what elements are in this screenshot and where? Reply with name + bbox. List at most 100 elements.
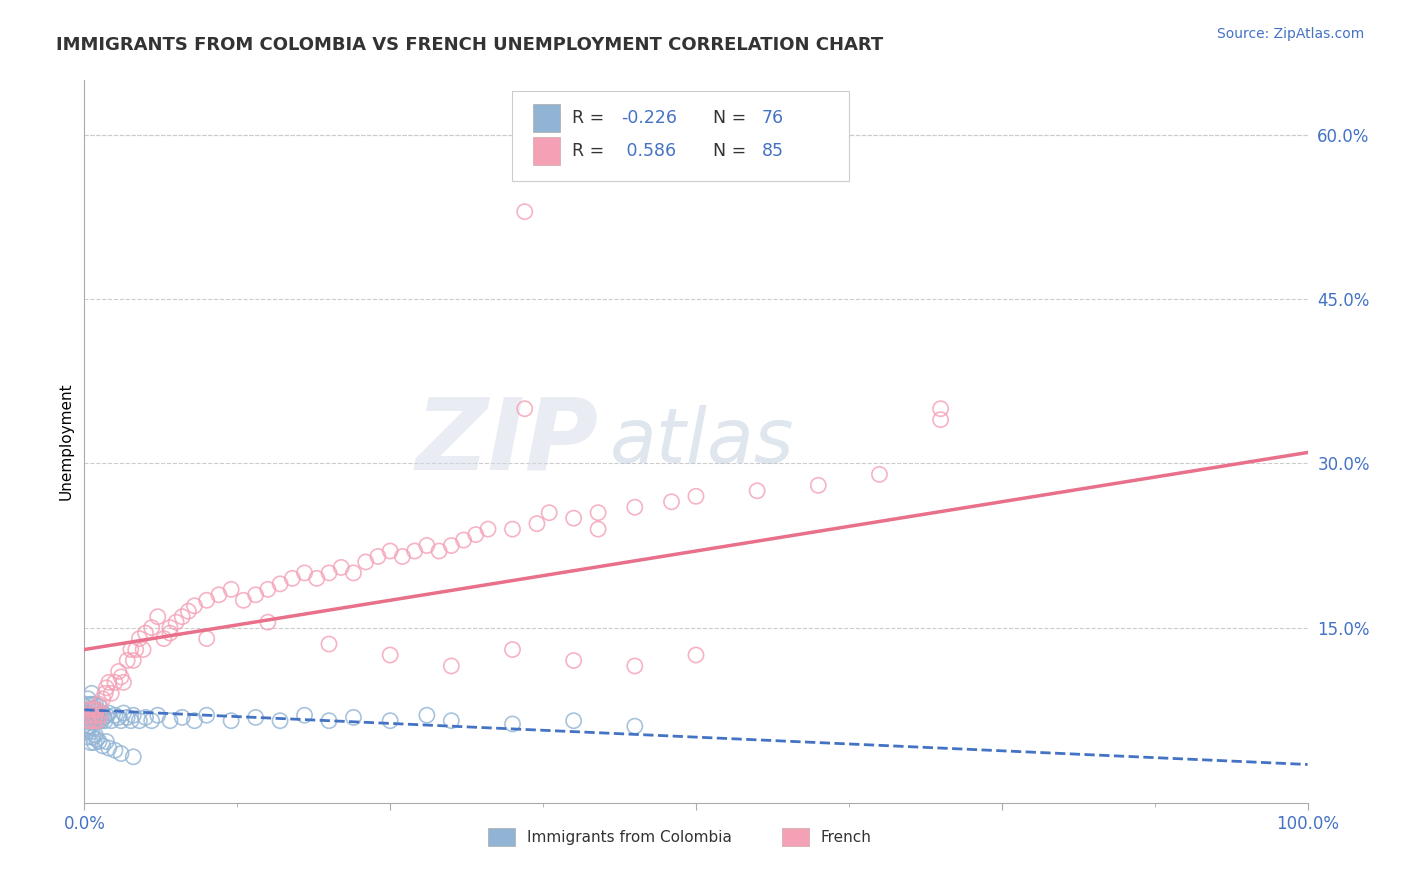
Point: [89, 708, 111, 723]
Point: [177, 604, 200, 618]
Point: [416, 539, 439, 553]
Point: [354, 555, 377, 569]
Point: [624, 659, 647, 673]
Point: [141, 621, 163, 635]
Point: [110, 747, 132, 761]
Point: [562, 511, 585, 525]
Point: [153, 632, 176, 646]
Point: [82, 730, 104, 744]
Point: [100, 686, 122, 700]
Point: [294, 708, 316, 723]
Text: Immigrants from Colombia: Immigrants from Colombia: [527, 830, 733, 845]
Point: [404, 544, 426, 558]
Point: [112, 706, 135, 720]
Point: [869, 467, 891, 482]
Point: [208, 588, 231, 602]
Point: [318, 566, 340, 580]
Point: [305, 571, 328, 585]
Point: [80, 703, 103, 717]
Point: [342, 566, 364, 580]
Point: [97, 706, 120, 720]
Point: [624, 719, 647, 733]
Point: [77, 706, 100, 720]
Point: [232, 593, 254, 607]
Point: [77, 719, 100, 733]
Point: [245, 588, 267, 602]
Point: [257, 615, 280, 630]
Point: [929, 401, 952, 416]
Point: [82, 698, 104, 712]
Point: [685, 648, 707, 662]
Point: [294, 566, 316, 580]
Y-axis label: Unemployment: Unemployment: [58, 383, 73, 500]
Point: [94, 686, 117, 700]
Point: [80, 708, 103, 723]
Point: [91, 691, 114, 706]
Point: [83, 735, 105, 749]
Point: [115, 653, 138, 667]
Text: Source: ZipAtlas.com: Source: ZipAtlas.com: [1216, 27, 1364, 41]
Point: [82, 708, 104, 723]
Point: [269, 714, 291, 728]
Point: [269, 577, 291, 591]
Text: -0.226: -0.226: [621, 109, 678, 127]
Point: [586, 506, 609, 520]
Point: [84, 728, 107, 742]
Point: [94, 714, 117, 728]
Point: [195, 593, 218, 607]
Point: [159, 626, 181, 640]
Point: [77, 703, 100, 717]
Text: N =: N =: [713, 142, 752, 160]
Point: [165, 615, 187, 630]
Point: [135, 626, 157, 640]
Point: [107, 710, 129, 724]
Point: [77, 703, 100, 717]
Point: [110, 714, 132, 728]
Point: [96, 734, 118, 748]
Point: [624, 500, 647, 515]
Bar: [533, 104, 560, 132]
Point: [427, 544, 450, 558]
Point: [80, 714, 103, 728]
Text: 85: 85: [762, 142, 785, 160]
Text: R =: R =: [572, 142, 610, 160]
Point: [380, 544, 402, 558]
Text: IMMIGRANTS FROM COLOMBIA VS FRENCH UNEMPLOYMENT CORRELATION CHART: IMMIGRANTS FROM COLOMBIA VS FRENCH UNEMP…: [56, 36, 883, 54]
Point: [77, 714, 100, 728]
Point: [76, 708, 98, 723]
Point: [502, 642, 524, 657]
Point: [245, 710, 267, 724]
Point: [132, 642, 155, 657]
Text: 0.586: 0.586: [621, 142, 676, 160]
Point: [440, 659, 463, 673]
Point: [84, 698, 107, 712]
Point: [96, 681, 118, 695]
Point: [440, 539, 463, 553]
Point: [120, 714, 142, 728]
FancyBboxPatch shape: [513, 91, 849, 181]
Point: [91, 706, 114, 720]
Point: [89, 708, 111, 723]
Point: [195, 708, 218, 723]
Point: [513, 204, 536, 219]
Point: [146, 708, 169, 723]
Point: [128, 714, 150, 728]
Point: [219, 582, 242, 597]
Point: [538, 506, 561, 520]
Point: [562, 653, 585, 667]
Point: [83, 714, 105, 728]
Point: [562, 714, 585, 728]
Point: [477, 522, 499, 536]
Point: [104, 743, 127, 757]
Point: [125, 642, 148, 657]
Point: [183, 599, 205, 613]
Bar: [533, 137, 560, 165]
Point: [318, 714, 340, 728]
Point: [330, 560, 353, 574]
Point: [219, 714, 242, 728]
Point: [86, 732, 108, 747]
Point: [281, 571, 304, 585]
Text: atlas: atlas: [610, 405, 794, 478]
Point: [87, 734, 110, 748]
Point: [79, 719, 101, 733]
